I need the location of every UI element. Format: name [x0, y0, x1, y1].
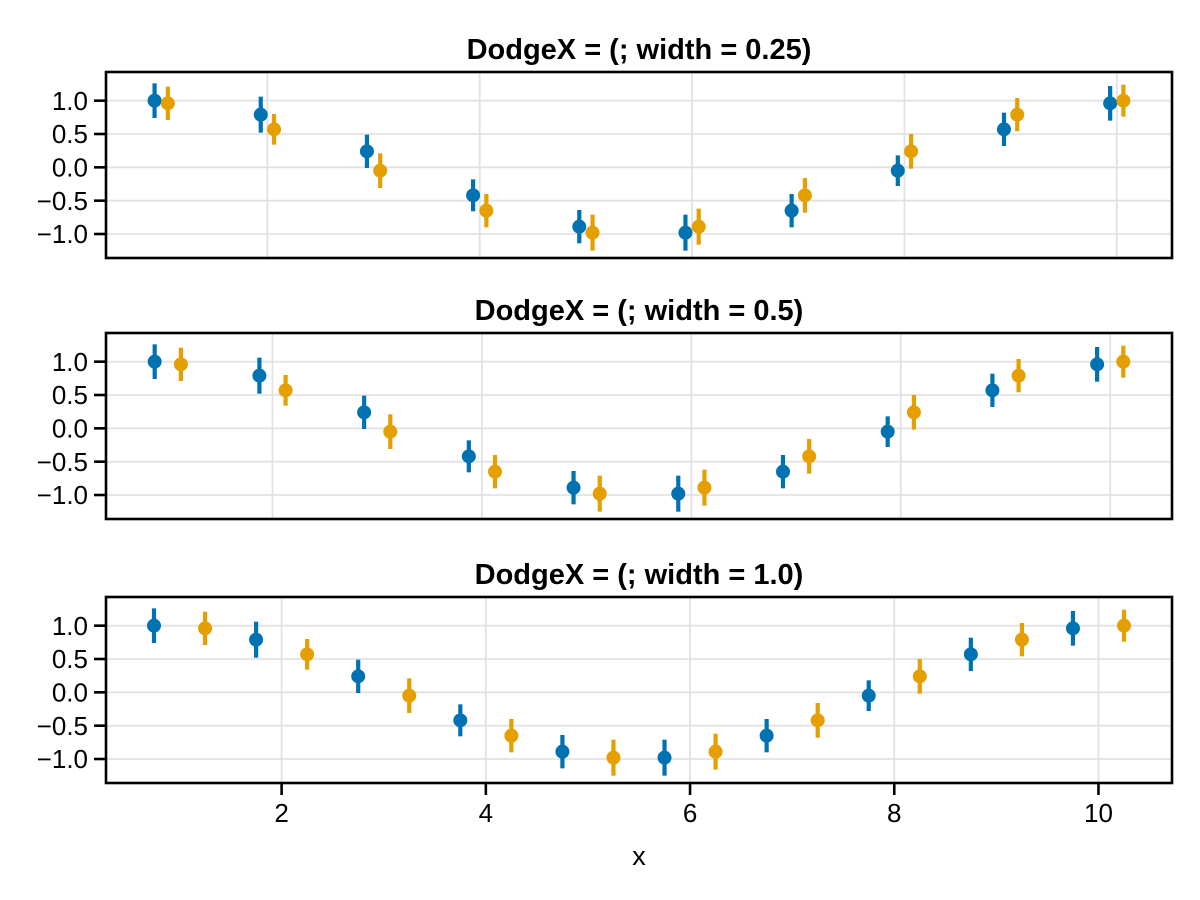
data-point: [300, 647, 315, 662]
data-point: [606, 750, 621, 765]
data-point: [784, 203, 799, 218]
data-point: [267, 122, 282, 137]
data-point: [198, 621, 213, 636]
x-tick-label: 6: [683, 798, 697, 828]
data-point: [657, 750, 672, 765]
data-point: [1014, 632, 1029, 647]
x-axis-label: x: [632, 841, 646, 871]
data-point: [160, 96, 175, 111]
y-tick-label: −0.5: [37, 447, 88, 477]
data-point: [985, 383, 1000, 398]
data-point: [146, 618, 161, 633]
data-point: [880, 424, 895, 439]
data-point: [278, 383, 293, 398]
series-group-2: [173, 345, 1131, 512]
y-tick-label: 1.0: [52, 347, 88, 377]
data-point: [775, 464, 790, 479]
x-tick-label: 8: [887, 798, 901, 828]
axis-spine: [104, 595, 1174, 785]
data-point: [461, 449, 476, 464]
data-point: [1010, 107, 1025, 122]
y-tick-label: −1.0: [37, 480, 88, 510]
data-point: [1117, 618, 1132, 633]
data-point: [904, 144, 919, 159]
data-point: [585, 225, 600, 240]
y-tick-label: 0.0: [52, 677, 88, 707]
data-point: [488, 464, 503, 479]
y-tick-label: −0.5: [37, 186, 88, 216]
data-point: [1116, 354, 1131, 369]
data-point: [697, 480, 712, 495]
y-tick-label: −0.5: [37, 711, 88, 741]
data-point: [147, 93, 162, 108]
y-tick-label: 0.5: [52, 380, 88, 410]
data-point: [691, 219, 706, 234]
data-point: [996, 122, 1011, 137]
subplot-title-2: DodgeX = (; width = 0.5): [474, 295, 804, 327]
series-group-2: [198, 609, 1132, 776]
x-tick-label: 10: [1084, 798, 1113, 828]
data-point: [1090, 357, 1105, 372]
data-point: [351, 669, 366, 684]
y-tick-label: −1.0: [37, 744, 88, 774]
y-tick-label: 0.5: [52, 119, 88, 149]
y-tick-label: 1.0: [52, 86, 88, 116]
data-point: [708, 744, 723, 759]
x-tick-label: 4: [479, 798, 493, 828]
data-point: [249, 632, 264, 647]
y-tick-label: −1.0: [37, 219, 88, 249]
data-point: [173, 357, 188, 372]
data-point: [555, 744, 570, 759]
data-point: [373, 163, 388, 178]
data-point: [504, 728, 519, 743]
subplot-3: 1.00.50.0 −0.5−1.0 2 4 6 8 10: [37, 595, 1174, 828]
data-point: [147, 354, 162, 369]
y-tick-label: 0.0: [52, 413, 88, 443]
axis-spine: [104, 331, 1174, 521]
subplot-title-1: DodgeX = (; width = 0.25): [466, 34, 812, 66]
data-point: [810, 713, 825, 728]
data-point: [802, 449, 817, 464]
data-point: [466, 188, 481, 203]
data-point: [678, 225, 693, 240]
data-point: [453, 713, 468, 728]
data-point: [572, 219, 587, 234]
data-point: [359, 144, 374, 159]
data-point: [906, 405, 921, 420]
data-point: [759, 728, 774, 743]
series-group-2: [160, 84, 1131, 251]
x-tick-label: 2: [274, 798, 288, 828]
data-point: [253, 107, 268, 122]
data-point: [402, 688, 417, 703]
data-point: [566, 480, 581, 495]
data-point: [963, 647, 978, 662]
subplot-title-3: DodgeX = (; width = 1.0): [474, 559, 804, 591]
data-point: [1065, 621, 1080, 636]
subplot-2: 1.00.50.0 −0.5−1.0: [37, 331, 1174, 521]
axis-spine: [104, 70, 1174, 260]
data-point: [1011, 368, 1026, 383]
series-group-1: [146, 608, 1080, 776]
data-point: [1116, 93, 1131, 108]
data-point: [890, 163, 905, 178]
data-point: [912, 669, 927, 684]
series-group-1: [147, 83, 1118, 251]
series-group-1: [147, 344, 1105, 512]
data-point: [797, 188, 812, 203]
subplot-1: 1.00.50.0 −0.5−1.0: [37, 70, 1174, 260]
data-point: [592, 486, 607, 501]
y-tick-label: 0.5: [52, 644, 88, 674]
data-point: [383, 424, 398, 439]
data-point: [357, 405, 372, 420]
y-tick-label: 0.0: [52, 152, 88, 182]
y-tick-label: 1.0: [52, 611, 88, 641]
data-point: [252, 368, 267, 383]
data-point: [671, 486, 686, 501]
data-point: [1103, 96, 1118, 111]
data-point: [861, 688, 876, 703]
data-point: [479, 203, 494, 218]
